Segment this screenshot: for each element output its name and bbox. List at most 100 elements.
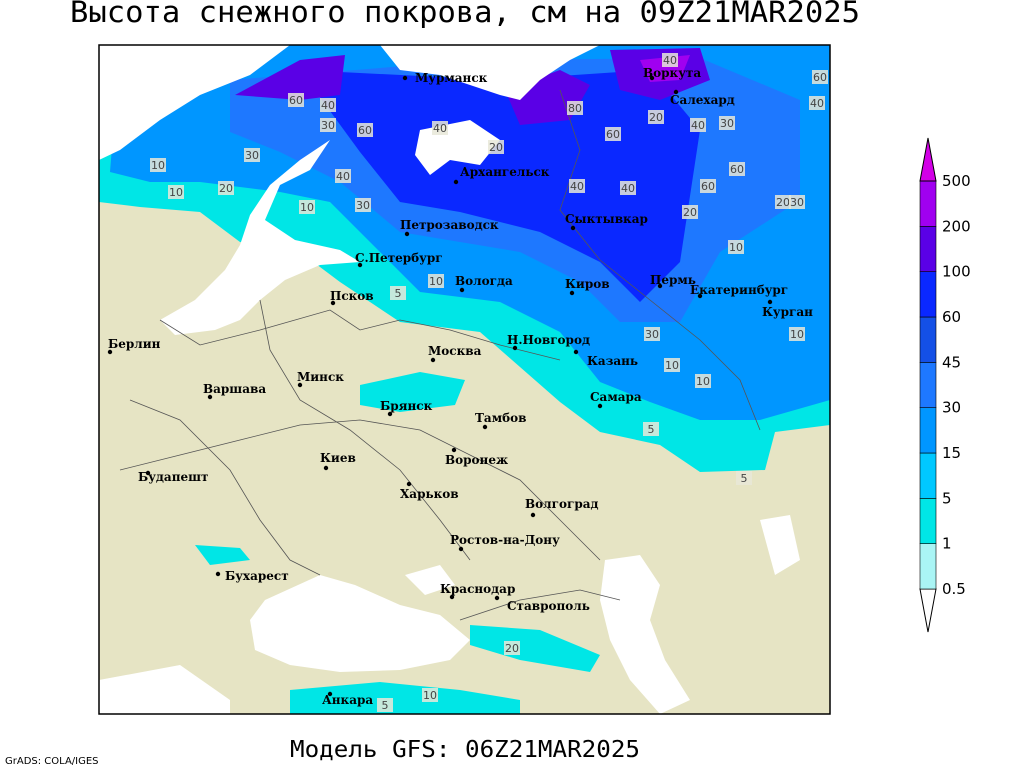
legend-label: 45 — [942, 353, 961, 371]
contour-label: 40 — [691, 119, 705, 132]
city-label: Брянск — [380, 399, 433, 413]
contour-label-box — [700, 179, 716, 193]
city-label: Минск — [297, 370, 344, 384]
city-label: Петрозаводск — [400, 218, 499, 232]
caspian-east — [760, 515, 800, 575]
contour-label-box — [168, 185, 184, 199]
city-label: Сыктывкар — [565, 212, 648, 226]
city-label: Воронеж — [445, 453, 508, 467]
azov-sea — [405, 565, 455, 595]
city-label: Киев — [320, 451, 356, 465]
contour-label: 40 — [570, 180, 584, 193]
snow-area — [470, 625, 600, 672]
snow-cover — [99, 45, 830, 714]
contour-label: 80 — [568, 102, 582, 115]
snow-area — [290, 682, 520, 714]
contour-label-box — [664, 358, 680, 372]
city-label: Бухарест — [225, 569, 289, 583]
contour-label-box — [288, 93, 304, 107]
snow-area — [235, 55, 345, 100]
city-label: Краснодар — [440, 582, 515, 596]
contour-label-box — [775, 195, 791, 209]
contour-label: 10 — [423, 689, 437, 702]
contour-label: 40 — [336, 170, 350, 183]
contour-label: 10 — [169, 186, 183, 199]
city-label: Казань — [587, 354, 638, 368]
city-label: Пермь — [650, 273, 696, 287]
city-dot — [451, 447, 457, 453]
contour-label-box — [150, 158, 166, 172]
contour-label: 30 — [720, 117, 734, 130]
legend-swatch — [919, 316, 937, 363]
city-dot — [357, 262, 363, 268]
contour-label: 30 — [790, 196, 804, 209]
legend-label: 5 — [942, 489, 952, 507]
city-label: Киров — [565, 277, 610, 291]
contour-label-box — [719, 116, 735, 130]
legend-swatch — [919, 498, 937, 544]
contour-label-box — [662, 53, 678, 67]
contour-label-box — [422, 688, 438, 702]
city-label: Тамбов — [475, 411, 526, 425]
contour-label-box — [335, 169, 351, 183]
contour-label: 10 — [696, 375, 710, 388]
city-label: Будапешт — [138, 470, 208, 484]
city-label: Москва — [428, 344, 482, 358]
city-label: Екатеринбург — [690, 283, 788, 297]
legend-swatch — [919, 407, 937, 454]
title: Высота снежного покрова, см на 09Z21MAR2… — [70, 0, 860, 29]
contour-label: 40 — [621, 182, 635, 195]
cities: Мурманск Воркута Салехард Архангельск Сыктыв… — [107, 66, 813, 707]
contour-label: 30 — [645, 328, 659, 341]
seas — [99, 45, 800, 714]
city-dot — [512, 345, 518, 351]
baltic-sea — [160, 140, 360, 335]
norwegian-sea — [99, 45, 290, 160]
city-dot — [459, 287, 465, 293]
city-dot — [453, 179, 459, 185]
contour-label-box — [377, 698, 393, 712]
contour-label-box — [320, 118, 336, 132]
legend-swatch — [919, 271, 937, 318]
contour-label: 20 — [219, 182, 233, 195]
contour-label-box — [357, 123, 373, 137]
contour-label: 10 — [729, 241, 743, 254]
city-dot — [697, 293, 703, 299]
contour-label: 10 — [300, 201, 314, 214]
contour-label-box — [644, 327, 660, 341]
city-label: Воркута — [643, 66, 701, 80]
city-label: Варшава — [203, 382, 266, 396]
contour-label-box — [605, 127, 621, 141]
city-label: Архангельск — [460, 165, 550, 179]
borders — [119, 89, 761, 621]
contour-label: 40 — [433, 122, 447, 135]
contour-label-box — [432, 121, 448, 135]
city-dot — [107, 349, 113, 355]
legend-label: 200 — [942, 217, 971, 235]
contour-label: 10 — [790, 328, 804, 341]
contour-label-box — [789, 195, 805, 209]
city-dot — [215, 571, 221, 577]
city-dot — [404, 231, 410, 237]
city-dot — [387, 411, 393, 417]
city-dot — [458, 546, 464, 552]
contour-label: 40 — [810, 97, 824, 110]
city-dot — [569, 290, 575, 296]
legend-label: 500 — [942, 172, 971, 190]
contour-label-box — [355, 198, 371, 212]
contour-label: 60 — [358, 124, 372, 137]
contour-label-box — [695, 374, 711, 388]
legend-swatch — [919, 226, 937, 272]
city-dot — [323, 465, 329, 471]
contour-label: 5 — [382, 699, 389, 712]
city-dot — [597, 403, 603, 409]
contour-label-box — [620, 181, 636, 195]
city-label: Курган — [762, 305, 813, 319]
contour-label-box — [567, 101, 583, 115]
contour-label-box — [488, 140, 504, 154]
city-label: Салехард — [670, 93, 735, 107]
city-dot — [570, 225, 576, 231]
